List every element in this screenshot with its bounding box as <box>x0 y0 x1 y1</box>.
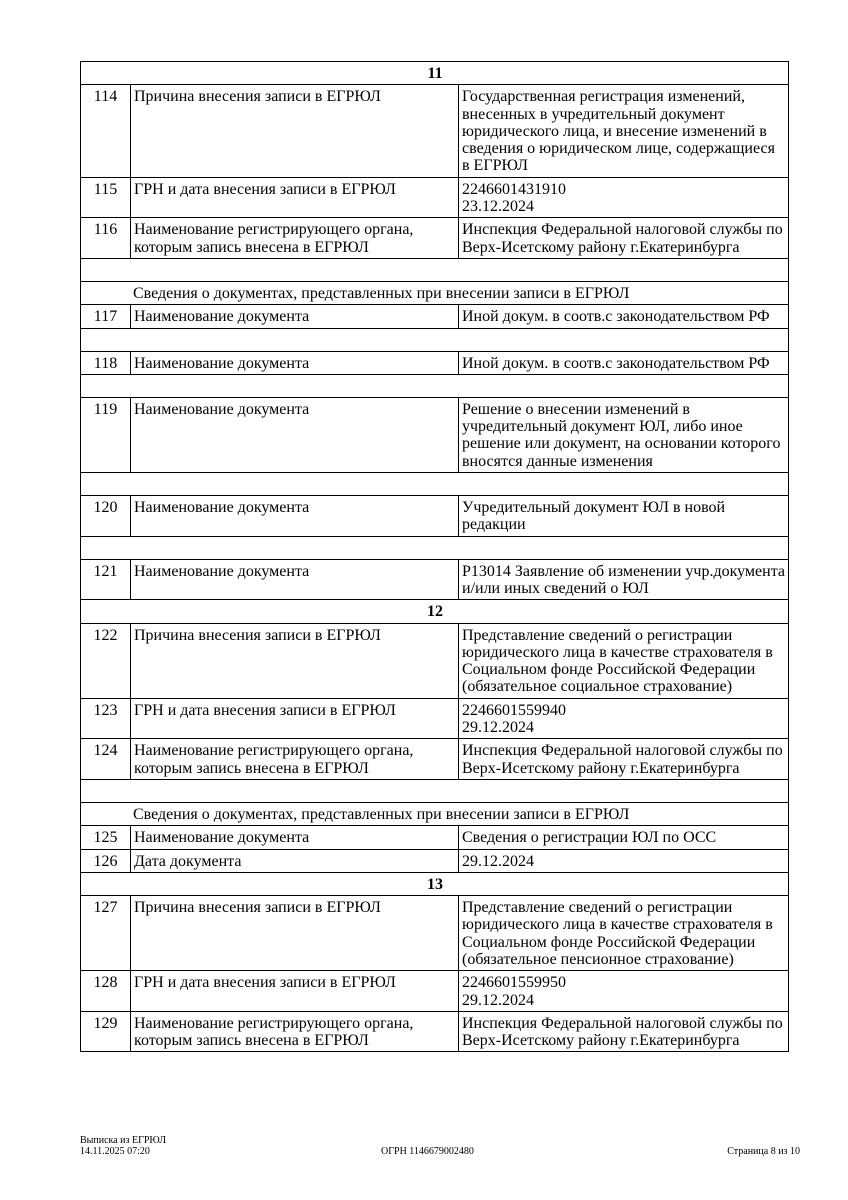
footer-datetime: 14.11.2025 07:20 <box>80 1146 150 1157</box>
field-label: Наименование документа <box>130 396 459 474</box>
field-label: ГРН и дата внесения записи в ЕГРЮЛ <box>130 970 459 1012</box>
group-header: 11 <box>79 60 790 86</box>
table-row: 121 Наименование документа Р13014 Заявлени… <box>80 558 790 601</box>
field-value: Иной докум. в соотв.с законодательством … <box>457 304 790 329</box>
row-number: 124 <box>80 738 131 780</box>
field-value: Сведения о регистрации ЮЛ по ОСС <box>457 825 790 850</box>
field-value: Инспекция Федеральной налоговой службы п… <box>457 738 790 780</box>
field-value: 2246601559940 29.12.2024 <box>457 697 790 740</box>
footer-ogrn: ОГРН 1146679002480 <box>381 1146 474 1157</box>
empty-cell <box>79 535 790 560</box>
table-row: 115 ГРН и дата внесения записи в ЕГРЮЛ 224… <box>80 176 790 219</box>
table-row: 117 Наименование документа Иной докум. в с… <box>80 304 790 329</box>
spacer-row <box>79 472 790 497</box>
table-row: 127 Причина внесения записи в ЕГРЮЛ Предст… <box>80 895 790 972</box>
footer-page-number: Страница 8 из 10 <box>727 1146 800 1157</box>
field-value: Иной докум. в соотв.с законодательством … <box>457 350 790 375</box>
field-label: Наименование документа <box>130 350 459 375</box>
table-row: 129 Наименование регистрирующего органа, … <box>80 1010 790 1053</box>
row-number: 125 <box>80 825 131 850</box>
field-label: Наименование документа <box>130 304 459 329</box>
empty-cell <box>79 257 790 282</box>
field-value: Учредительный документ ЮЛ в новой редакц… <box>457 495 790 537</box>
row-number: 114 <box>80 84 131 178</box>
field-label: ГРН и дата внесения записи в ЕГРЮЛ <box>130 697 459 740</box>
field-label: Причина внесения записи в ЕГРЮЛ <box>130 84 459 178</box>
table-row: 119 Наименование документа Решение о внесе… <box>80 396 790 474</box>
empty-cell <box>79 778 790 803</box>
row-number: 122 <box>80 622 131 699</box>
row-number: 120 <box>80 495 131 537</box>
row-number: 117 <box>80 304 131 329</box>
row-number: 119 <box>80 396 131 474</box>
row-number: 127 <box>80 895 131 972</box>
field-label: Наименование документа <box>130 825 459 850</box>
table-row: 124 Наименование регистрирующего органа, … <box>80 738 790 780</box>
row-number: 129 <box>80 1010 131 1053</box>
empty-cell <box>79 472 790 497</box>
field-label: Причина внесения записи в ЕГРЮЛ <box>130 895 459 972</box>
field-value: Представление сведений о регистрации юри… <box>457 622 790 699</box>
field-label: Наименование документа <box>130 558 459 601</box>
field-value: 2246601559950 29.12.2024 <box>457 970 790 1012</box>
table-row: 122 Причина внесения записи в ЕГРЮЛ Предст… <box>80 622 790 699</box>
row-number: 128 <box>80 970 131 1012</box>
table-row: 126 Дата документа 29.12.2024 <box>80 848 790 873</box>
field-value: Инспекция Федеральной налоговой службы п… <box>457 1010 790 1053</box>
row-number: 116 <box>80 217 131 259</box>
spacer-row <box>79 373 790 398</box>
section-title: Сведения о документах, представленных пр… <box>79 801 790 827</box>
row-number: 123 <box>80 697 131 740</box>
field-label: Наименование регистрирующего органа, кот… <box>130 217 459 259</box>
field-label: Причина внесения записи в ЕГРЮЛ <box>130 622 459 699</box>
table-row: 114 Причина внесения записи в ЕГРЮЛ Госуда… <box>80 84 790 178</box>
field-label: Наименование документа <box>130 495 459 537</box>
footer-left: Выписка из ЕГРЮЛ 14.11.2025 07:20 <box>80 1135 166 1157</box>
table-row: 123 ГРН и дата внесения записи в ЕГРЮЛ 224… <box>80 697 790 740</box>
empty-cell <box>79 327 790 352</box>
table-row: 128 ГРН и дата внесения записи в ЕГРЮЛ 224… <box>80 970 790 1012</box>
group-header: 12 <box>79 599 790 624</box>
field-value: Государственная регистрация изменений, в… <box>457 84 790 178</box>
spacer-row <box>79 257 790 282</box>
footer-doc-title: Выписка из ЕГРЮЛ <box>80 1135 166 1146</box>
group-header: 13 <box>79 871 790 897</box>
section-title: Сведения о документах, представленных пр… <box>79 280 790 306</box>
field-value: Инспекция Федеральной налоговой службы п… <box>457 217 790 259</box>
egrul-records-table: 11 114 Причина внесения записи в ЕГРЮЛ Госу… <box>79 60 790 1053</box>
spacer-row <box>79 778 790 803</box>
table-row: 125 Наименование документа Сведения о реги… <box>80 825 790 850</box>
field-label: ГРН и дата внесения записи в ЕГРЮЛ <box>130 176 459 219</box>
field-value: Р13014 Заявление об изменении учр.докуме… <box>457 558 790 601</box>
empty-cell <box>79 373 790 398</box>
section-header-row: Сведения о документах, представленных пр… <box>79 801 790 827</box>
spacer-row <box>79 535 790 560</box>
field-value: Решение о внесении изменений в учредител… <box>457 396 790 474</box>
table-row: 120 Наименование документа Учредительный д… <box>80 495 790 537</box>
section-header-row: Сведения о документах, представленных пр… <box>79 280 790 306</box>
group-number: 12 <box>79 599 790 624</box>
field-label: Наименование регистрирующего органа, кот… <box>130 738 459 780</box>
field-value: 2246601431910 23.12.2024 <box>457 176 790 219</box>
field-value: 29.12.2024 <box>457 848 790 873</box>
group-number: 11 <box>79 60 790 86</box>
table-row: 118 Наименование документа Иной докум. в с… <box>80 350 790 375</box>
spacer-row <box>79 327 790 352</box>
field-label: Дата документа <box>130 848 459 873</box>
row-number: 121 <box>80 558 131 601</box>
row-number: 115 <box>80 176 131 219</box>
row-number: 118 <box>80 350 131 375</box>
field-label: Наименование регистрирующего органа, кот… <box>130 1010 459 1053</box>
group-number: 13 <box>79 871 790 897</box>
row-number: 126 <box>80 848 131 873</box>
field-value: Представление сведений о регистрации юри… <box>457 895 790 972</box>
table-row: 116 Наименование регистрирующего органа, … <box>80 217 790 259</box>
